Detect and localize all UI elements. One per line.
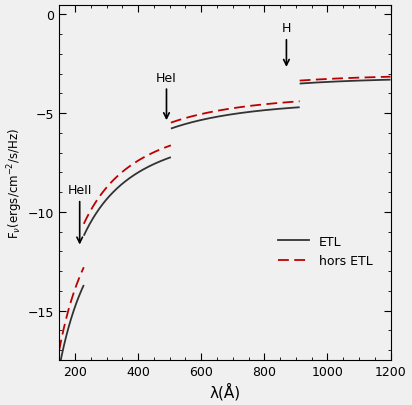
Text: HeI: HeI (156, 71, 177, 119)
Legend: ETL, hors ETL: ETL, hors ETL (273, 230, 378, 272)
Text: HeII: HeII (68, 183, 92, 243)
Y-axis label: F$_\nu$(ergs/cm$^{-2}$/s/Hz): F$_\nu$(ergs/cm$^{-2}$/s/Hz) (5, 128, 25, 238)
Text: H: H (282, 22, 291, 66)
X-axis label: λ(Å): λ(Å) (209, 382, 241, 399)
